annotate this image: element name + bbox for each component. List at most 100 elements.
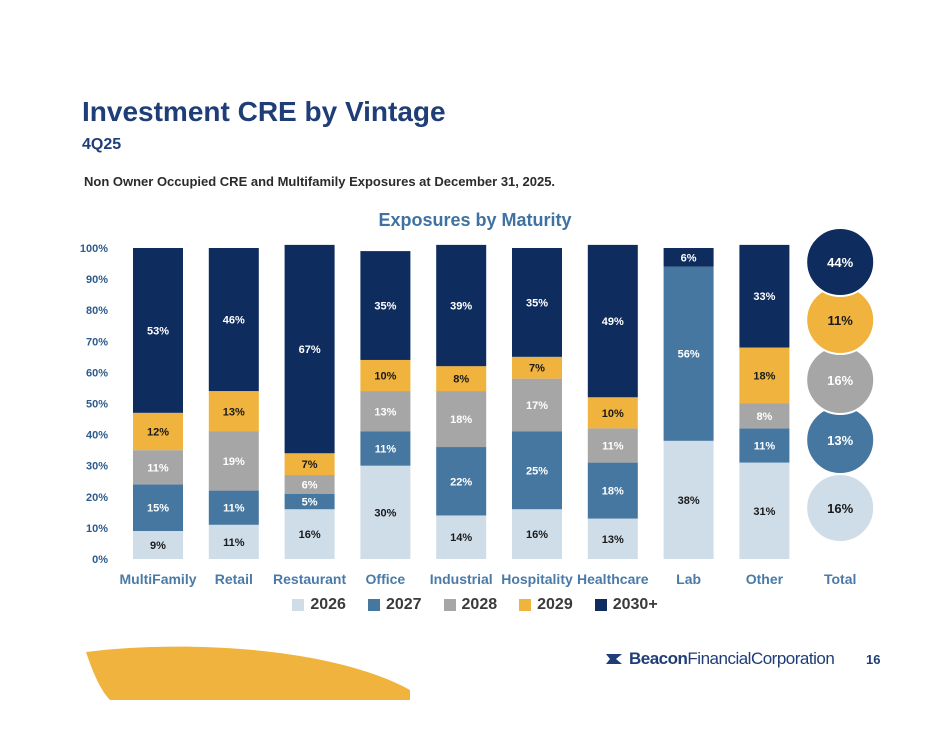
bar-segment-hospitality-2028 (512, 378, 562, 432)
bar-segment-multifamily-2026 (133, 531, 183, 559)
y-tick-label: 80% (86, 305, 108, 317)
legend-label: 2026 (310, 596, 346, 613)
data-label: 19% (223, 456, 245, 468)
bar-segment-hospitality-2030plus (512, 248, 562, 357)
data-label: 33% (753, 291, 775, 303)
bar-segment-other-2027 (739, 428, 790, 463)
bar-segment-healthcare-2029 (587, 397, 638, 429)
data-label: 13% (602, 534, 624, 546)
data-label: 7% (529, 363, 545, 375)
data-label: 7% (302, 459, 318, 471)
legend-swatch (594, 599, 607, 611)
legend-item: 2029 (519, 596, 573, 614)
legend-item: 2030+ (594, 596, 658, 614)
data-label: 14% (450, 532, 472, 544)
data-label: 15% (147, 503, 169, 515)
data-label: 10% (602, 408, 624, 420)
chart-description: Non Owner Occupied CRE and Multifamily E… (84, 174, 556, 189)
bar-segment-office-2030plus (360, 251, 411, 360)
total-data-label: 16% (827, 501, 853, 516)
bar-segment-other-2029 (739, 347, 790, 404)
bar-segment-industrial-2027 (436, 447, 487, 516)
bar-segment-lab-2030plus (663, 248, 714, 267)
total-data-label: 16% (827, 373, 853, 388)
x-tick-label: Hospitality (501, 571, 573, 587)
bar-segment-office-2026 (360, 465, 411, 559)
data-label: 25% (526, 465, 548, 477)
legend-swatch (519, 599, 532, 611)
chart-title: Exposures by Maturity (378, 210, 572, 230)
data-label: 6% (681, 252, 697, 264)
legend-swatch (367, 599, 380, 611)
data-label: 35% (526, 297, 548, 309)
y-tick-label: 50% (86, 399, 108, 411)
y-tick-label: 70% (86, 336, 108, 348)
bar-segment-retail-2030plus (208, 248, 259, 392)
beacon-logo-icon (606, 654, 622, 664)
bar-segment-industrial-2030plus (436, 244, 487, 367)
bar-segment-other-2030plus (739, 244, 790, 348)
bar-segment-office-2027 (360, 431, 411, 466)
y-tick-label: 40% (86, 430, 108, 442)
data-label: 46% (223, 315, 245, 327)
data-label: 22% (450, 476, 472, 488)
bar-segment-other-2028 (739, 403, 790, 429)
data-label: 56% (678, 349, 700, 361)
x-tick-label: Healthcare (577, 571, 649, 587)
bar-segment-lab-2026 (663, 440, 714, 559)
data-label: 6% (302, 479, 318, 491)
bar-segment-restaurant-2027 (284, 493, 335, 510)
legend-label: 2030+ (612, 596, 658, 613)
page-subtitle: 4Q25 (82, 136, 122, 153)
total-data-label: 44% (827, 255, 853, 270)
bar-segment-retail-2028 (208, 431, 259, 491)
data-label: 11% (147, 462, 169, 474)
bar-segment-hospitality-2026 (512, 509, 562, 559)
data-label: 39% (450, 301, 472, 313)
y-tick-label: 20% (86, 492, 108, 504)
x-tick-label: Retail (215, 571, 253, 587)
data-label: 9% (150, 540, 166, 552)
bar-segment-restaurant-2028 (284, 475, 335, 494)
company-logo: BeaconFinancialCorporation (604, 649, 835, 669)
legend-swatch (292, 599, 305, 611)
data-label: 67% (299, 344, 321, 356)
legend-swatch (443, 599, 456, 611)
bar-segment-multifamily-2027 (133, 484, 183, 532)
bar-segment-retail-2027 (208, 490, 259, 525)
y-tick-label: 60% (86, 367, 108, 379)
data-label: 11% (375, 444, 397, 456)
data-label: 11% (754, 440, 776, 452)
y-tick-label: 0% (92, 554, 108, 566)
bar-segment-lab-2027 (663, 266, 714, 441)
data-label: 18% (450, 414, 472, 426)
data-label: 8% (756, 411, 772, 423)
bar-segment-office-2029 (360, 359, 411, 392)
legend-item: 2026 (292, 596, 346, 614)
bar-segment-retail-2026 (208, 524, 259, 559)
x-tick-label: MultiFamily (119, 571, 196, 587)
bar-segment-office-2028 (360, 391, 411, 432)
page-title: Investment CRE by Vintage (82, 96, 446, 127)
data-label: 31% (753, 506, 775, 518)
data-label: 16% (299, 529, 321, 541)
bar-segment-hospitality-2029 (512, 356, 562, 379)
total-data-label: 11% (828, 313, 854, 328)
legend-label: 2027 (385, 596, 422, 613)
total-data-label: 13% (827, 433, 853, 448)
bar-segment-multifamily-2028 (133, 450, 183, 485)
data-label: 18% (753, 371, 775, 383)
bar-segment-restaurant-2029 (284, 453, 335, 476)
data-label: 16% (526, 529, 548, 541)
bar-segment-restaurant-2026 (284, 509, 335, 559)
x-tick-label: Industrial (430, 571, 493, 587)
x-tick-label: Office (366, 571, 406, 587)
bar-segment-other-2026 (739, 462, 790, 559)
logo-text-bold: Beacon (629, 649, 688, 668)
data-label: 13% (374, 406, 396, 418)
data-label: 10% (374, 371, 396, 383)
data-label: 49% (602, 316, 624, 328)
data-label: 35% (374, 301, 396, 313)
x-tick-label: Restaurant (273, 571, 346, 587)
